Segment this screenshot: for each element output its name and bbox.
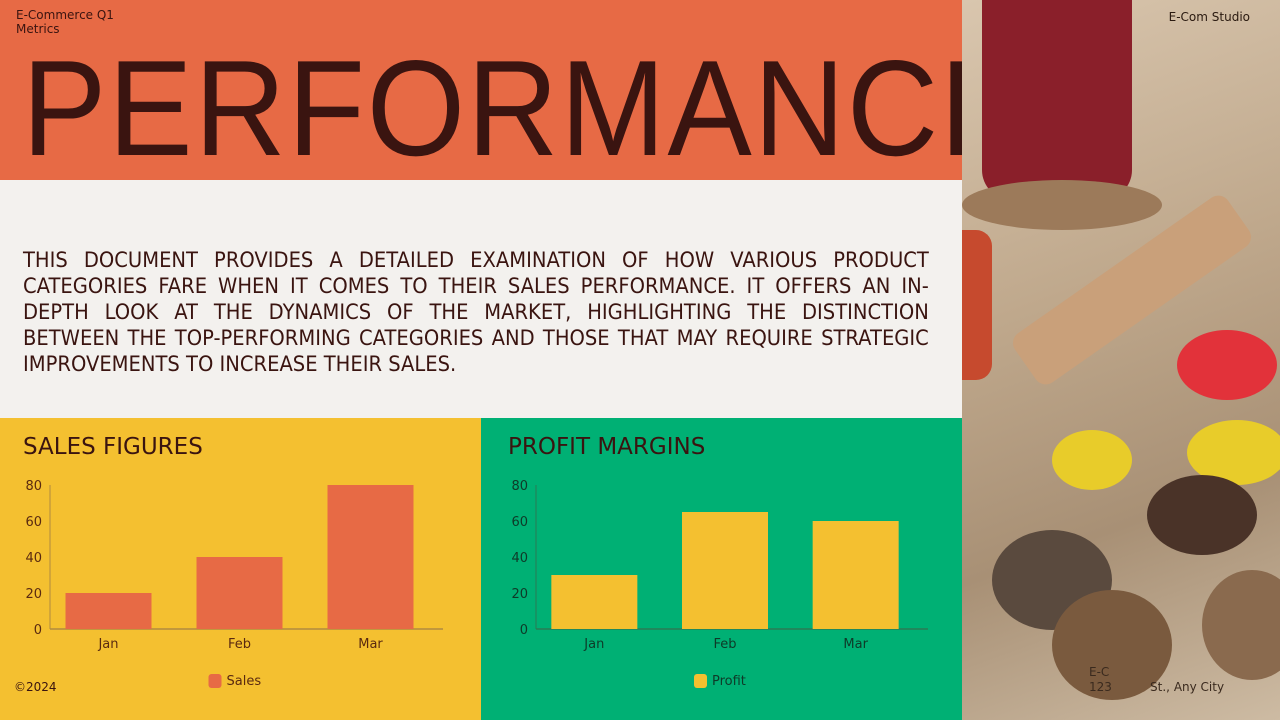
- description-band: [0, 180, 962, 418]
- y-tick-label: 40: [25, 551, 42, 566]
- legend-label: Profit: [712, 674, 746, 689]
- x-tick-label: Jan: [583, 637, 604, 652]
- header-band: E-Commerce Q1 Metrics PERFORMANCE: [0, 0, 1024, 180]
- sales-panel: SALES FIGURES 0 20 40 60 80 Jan Feb Mar Sales: [0, 418, 481, 720]
- copyright: ©2024: [14, 680, 57, 694]
- x-tick-label: Jan: [97, 637, 118, 652]
- x-tick-label: Feb: [228, 637, 251, 652]
- bar-feb: [682, 512, 768, 629]
- y-tick-label: 80: [25, 479, 42, 494]
- sales-chart-title: SALES FIGURES: [23, 434, 203, 460]
- x-tick-label: Mar: [843, 637, 868, 652]
- y-tick-label: 20: [511, 587, 528, 602]
- legend-swatch: [694, 674, 707, 688]
- craft-supplies-photo: [962, 0, 1280, 720]
- y-tick-label: 0: [34, 623, 42, 638]
- page-title: PERFORMANCE: [22, 32, 1027, 184]
- y-tick-label: 80: [511, 479, 528, 494]
- sales-chart: 0 20 40 60 80 Jan Feb Mar Sales: [25, 479, 443, 689]
- bar-mar: [327, 485, 414, 629]
- bar-jan: [65, 593, 152, 629]
- y-tick-label: 40: [511, 551, 528, 566]
- description-text: This document provides a detailed examin…: [23, 248, 929, 376]
- y-tick-label: 20: [25, 587, 42, 602]
- bar-jan: [551, 575, 638, 629]
- legend-swatch: [208, 674, 222, 688]
- document-meta: E-Commerce Q1 Metrics: [16, 8, 114, 36]
- bar-mar: [812, 521, 899, 629]
- profit-chart: 0 20 40 60 80 Jan Feb Mar Profit: [511, 479, 928, 689]
- x-tick-label: Feb: [713, 637, 736, 652]
- profit-panel: PROFIT MARGINS 0 20 40 60 80 Jan Feb Mar Profit: [481, 418, 962, 720]
- bar-feb: [196, 557, 283, 629]
- legend-label: Sales: [227, 674, 262, 689]
- address-line-1: E-C: [1089, 665, 1110, 679]
- x-tick-label: Mar: [358, 637, 383, 652]
- address-line-2: 123 St., Any City: [1089, 680, 1225, 694]
- profit-chart-title: PROFIT MARGINS: [508, 434, 706, 460]
- address: E-C 123 St., Any City: [1089, 665, 1224, 695]
- y-tick-label: 0: [520, 623, 528, 638]
- y-tick-label: 60: [511, 515, 528, 530]
- y-tick-label: 60: [25, 515, 42, 530]
- studio-name: E-Com Studio: [1168, 10, 1250, 24]
